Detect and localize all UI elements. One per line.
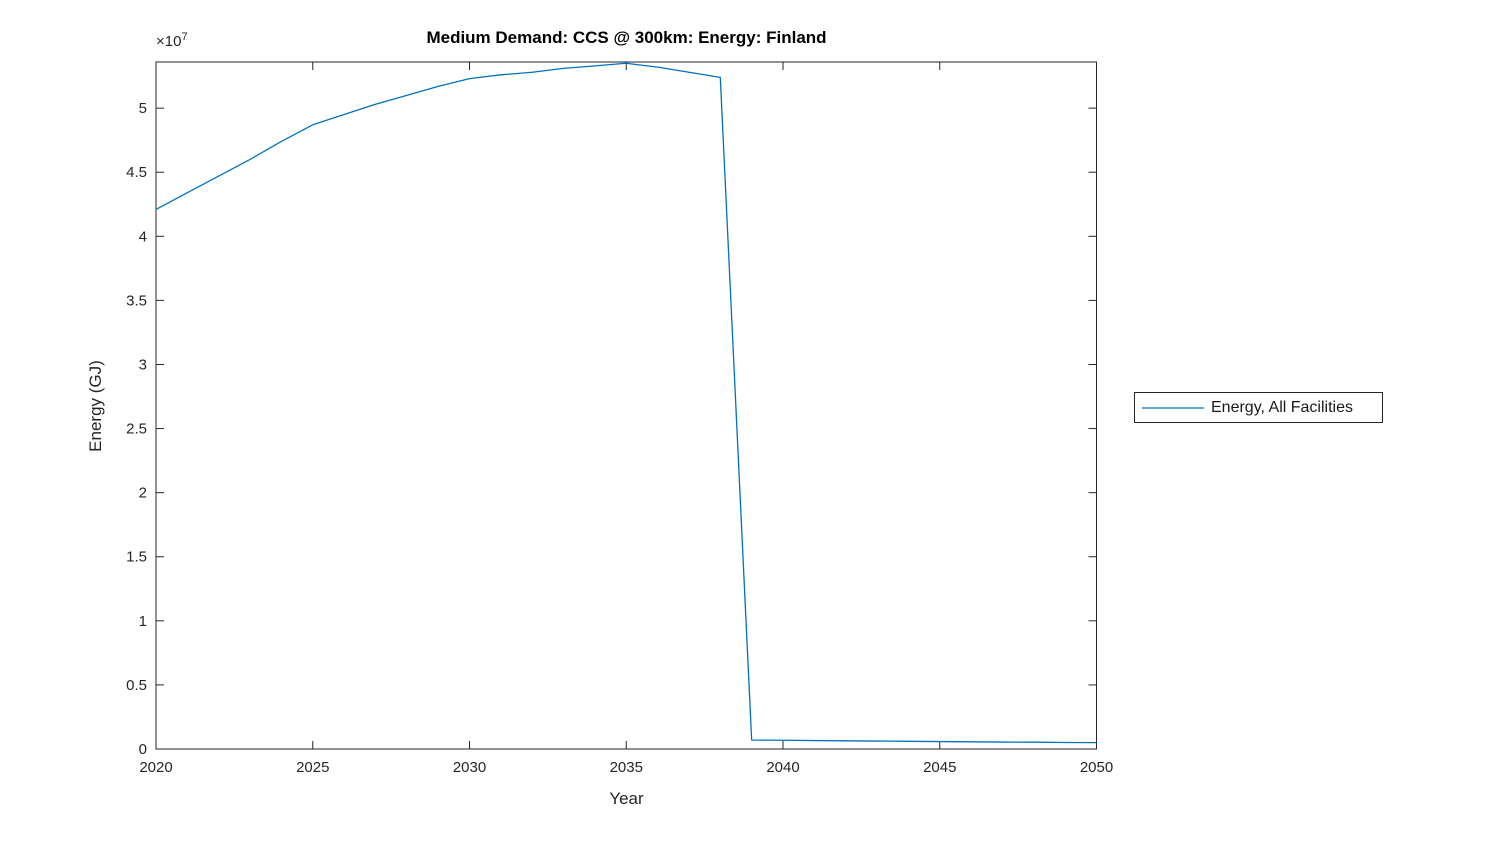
y-tick-label: 2 [139, 485, 147, 502]
y-tick-label: 2.5 [126, 421, 147, 438]
y-axis-label: Energy (GJ) [86, 360, 105, 452]
y-tick-label: 3.5 [126, 292, 147, 309]
axes-box [155, 61, 1097, 750]
legend-line-sample [1142, 406, 1204, 409]
legend: Energy, All Facilities [1134, 392, 1383, 423]
y-tick-label: 4.5 [126, 164, 147, 181]
y-axis-exponent: ×107 [156, 31, 188, 51]
y-tick-label: 1 [139, 613, 147, 630]
y-tick-label: 1.5 [126, 549, 147, 566]
y-tick-label: 4 [139, 228, 147, 245]
x-tick-label: 2045 [923, 759, 956, 776]
y-tick-label: 0 [139, 741, 147, 758]
x-tick-label: 2035 [610, 759, 643, 776]
x-tick-label: 2020 [139, 759, 172, 776]
chart-title: Medium Demand: CCS @ 300km: Energy: Finl… [426, 28, 827, 47]
x-axis-label: Year [609, 789, 644, 808]
x-tick-label: 2040 [766, 759, 799, 776]
exponent-base: ×10 [156, 33, 182, 50]
data-line [155, 62, 1097, 744]
x-tick-label: 2025 [296, 759, 329, 776]
y-tick-label: 5 [139, 100, 147, 117]
x-tick-label: 2050 [1080, 759, 1113, 776]
legend-label: Energy, All Facilities [1211, 398, 1353, 416]
y-tick-label: 0.5 [126, 677, 147, 694]
exponent-power: 7 [181, 31, 188, 43]
y-tick-label: 3 [139, 356, 147, 373]
x-tick-label: 2030 [453, 759, 486, 776]
